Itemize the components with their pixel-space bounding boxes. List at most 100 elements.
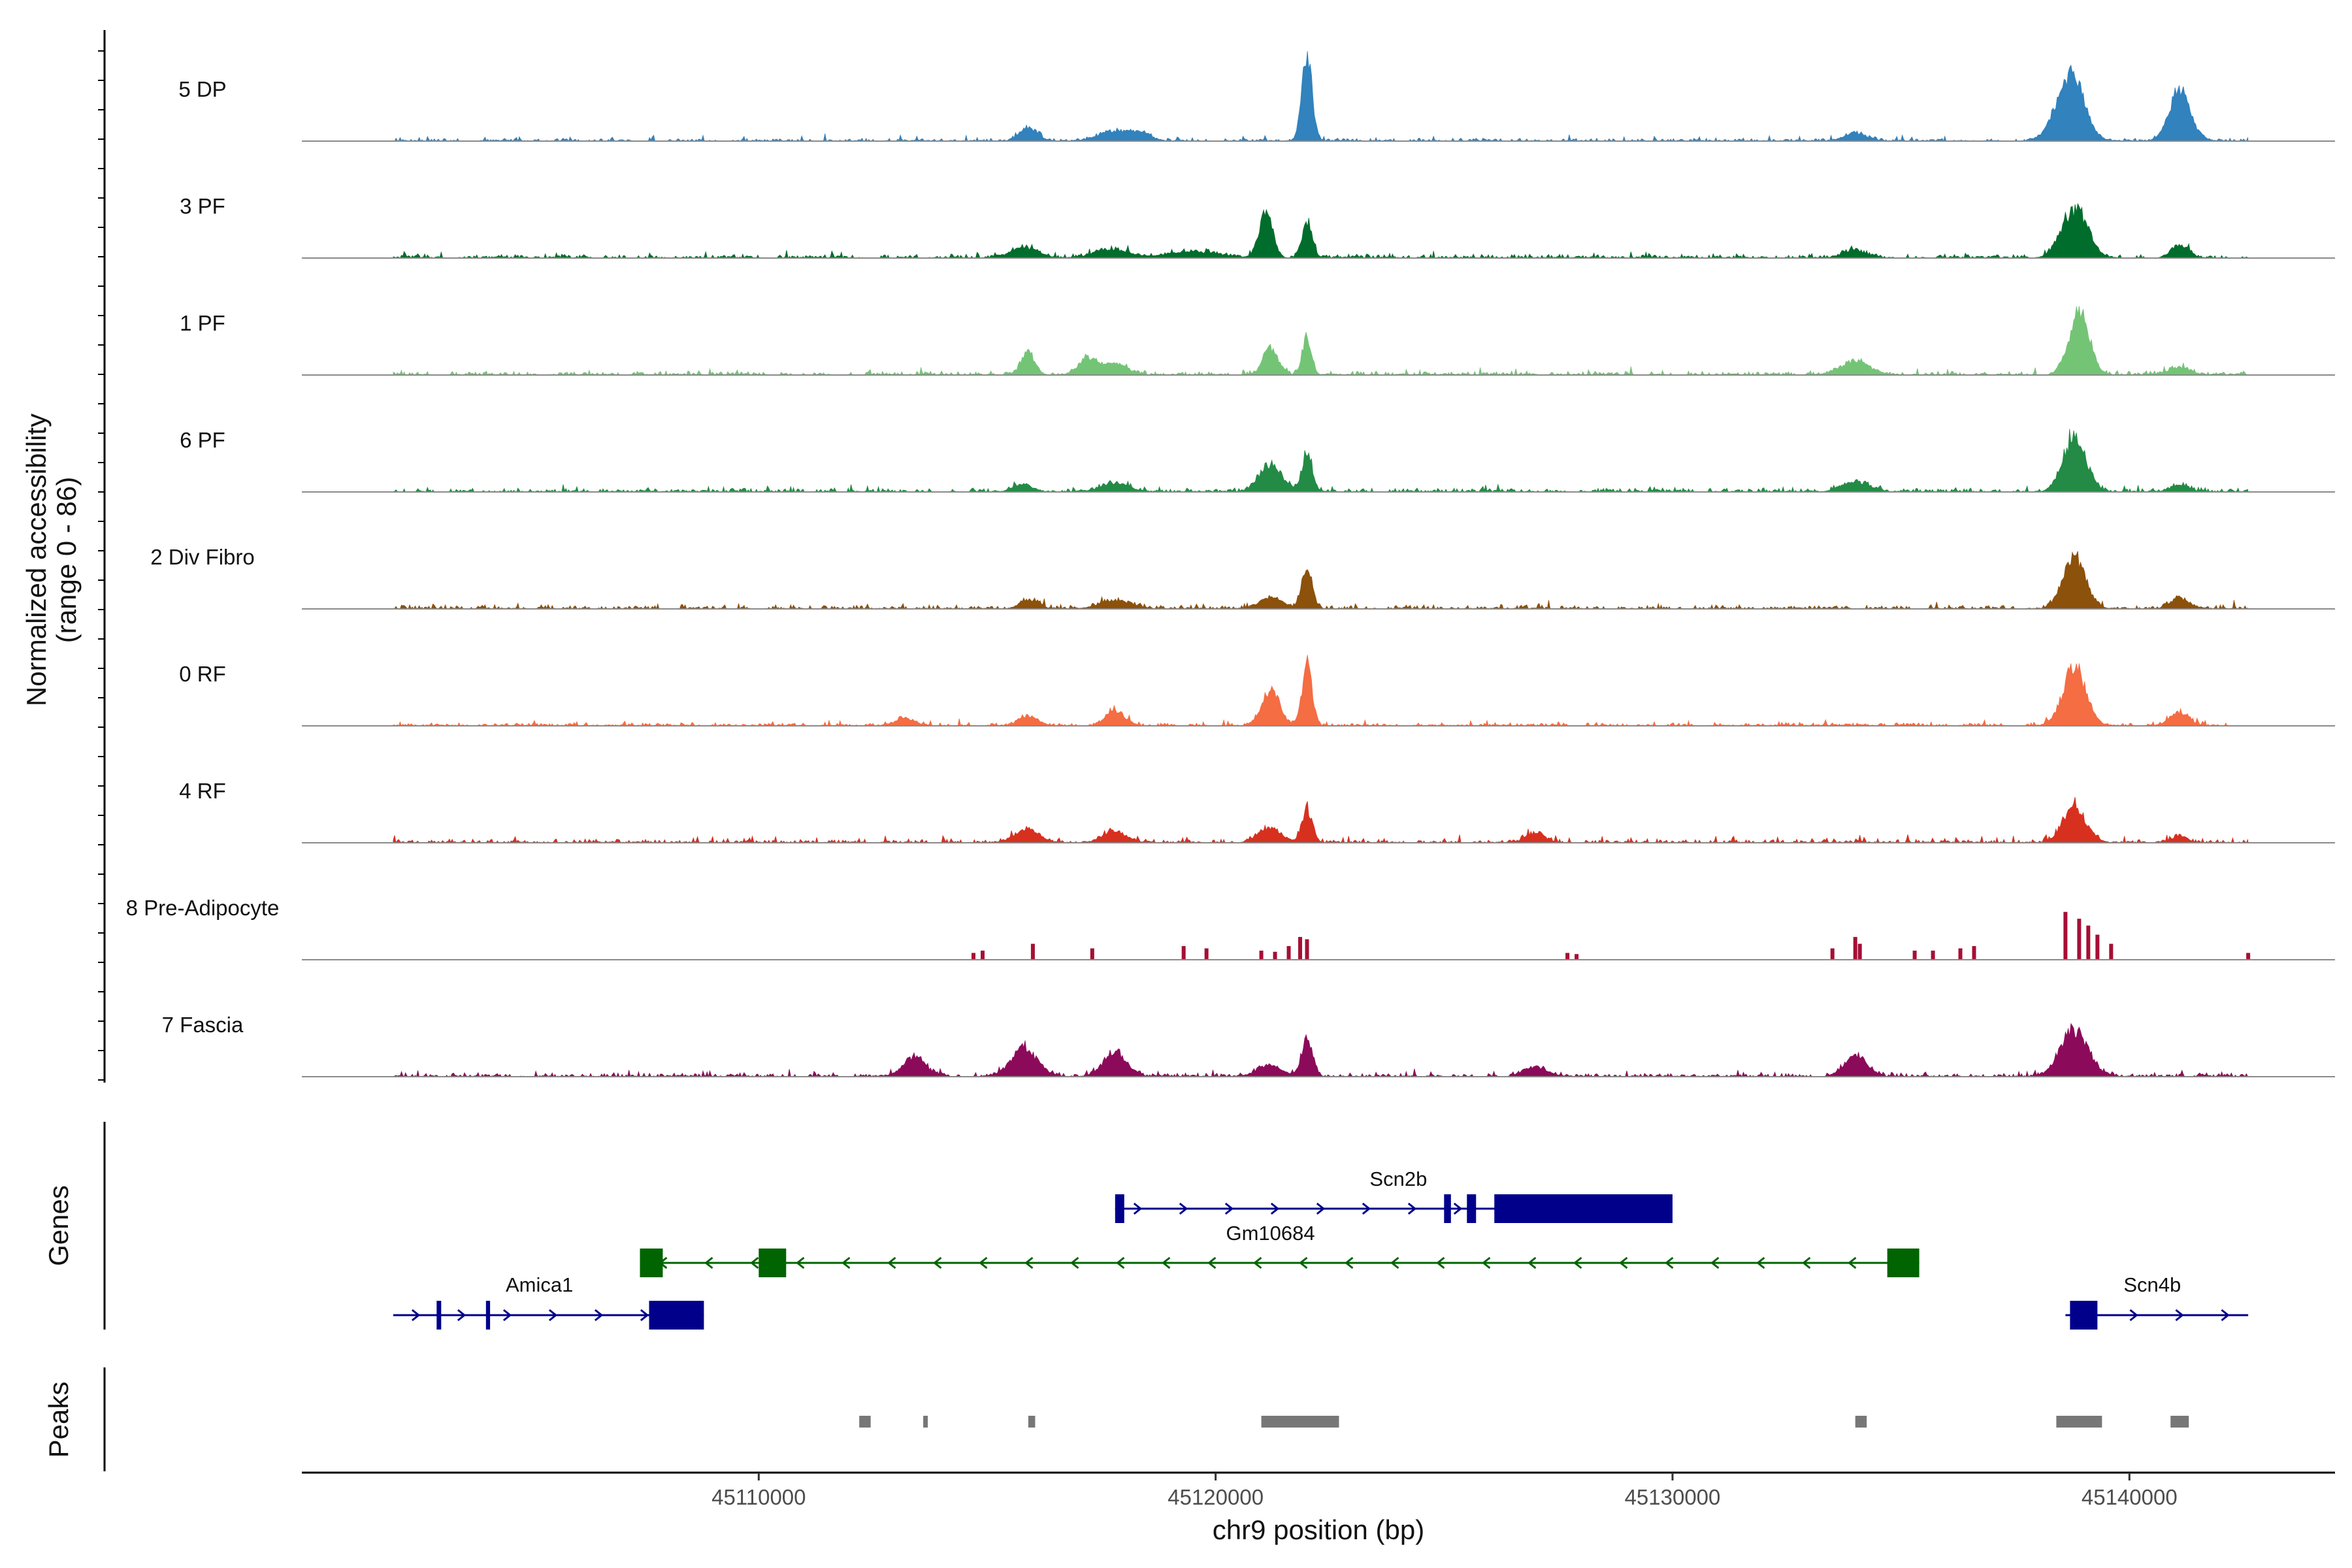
- gene-label: Scn4b: [2123, 1273, 2181, 1296]
- strand-arrow: [1665, 1256, 1674, 1269]
- strand-arrow: [1453, 1202, 1463, 1215]
- strand-arrow: [750, 1256, 759, 1269]
- track-6-pf: 6 PF: [180, 428, 2335, 493]
- coverage-area: [393, 51, 2249, 142]
- gene-exon: [436, 1301, 442, 1330]
- coverage-area: [393, 203, 2249, 259]
- strand-arrow: [1390, 1256, 1399, 1269]
- track-2-div-fibro: 2 Div Fibro: [150, 545, 2335, 610]
- strand-arrow: [1436, 1256, 1445, 1269]
- coverage-spike: [1912, 951, 1917, 960]
- strand-arrow: [1407, 1202, 1417, 1215]
- gene-gm10684: Gm10684: [640, 1222, 1919, 1277]
- strand-arrow: [1270, 1202, 1280, 1215]
- strand-arrow: [1162, 1256, 1171, 1269]
- coverage-spike: [1181, 946, 1186, 960]
- coverage-spike: [2086, 925, 2091, 960]
- coverage-spike: [1853, 937, 1857, 960]
- track-1-pf: 1 PF: [180, 306, 2335, 376]
- gene-exon: [640, 1249, 663, 1277]
- strand-arrow: [1070, 1256, 1079, 1269]
- strand-arrow: [1299, 1256, 1308, 1269]
- track-label: 8 Pre-Adipocyte: [126, 896, 280, 920]
- gene-exon: [485, 1301, 491, 1330]
- strand-arrow: [1133, 1202, 1143, 1215]
- coverage-spike: [2109, 943, 2114, 960]
- strand-arrow: [1710, 1256, 1720, 1269]
- strand-arrow: [1116, 1256, 1125, 1269]
- coverage-spike: [1259, 951, 1264, 960]
- coverage-area: [393, 551, 2249, 610]
- peak-region: [1261, 1416, 1339, 1428]
- coverage-spike: [2063, 911, 2068, 960]
- coverage-spike: [1305, 939, 1309, 960]
- track-4-rf: 4 RF: [179, 779, 2335, 844]
- track-label: 4 RF: [179, 779, 226, 803]
- gene-label: Scn2b: [1369, 1168, 1427, 1190]
- coverage-area: [393, 655, 2249, 727]
- strand-arrow: [640, 1309, 649, 1322]
- coverage-spike: [1972, 946, 1976, 960]
- strand-arrow: [1756, 1256, 1765, 1269]
- gene-exon: [649, 1301, 704, 1330]
- coverage-spike: [1857, 943, 1862, 960]
- strand-arrow: [548, 1309, 558, 1322]
- peak-region: [859, 1416, 871, 1428]
- track-7-fascia: 7 Fascia: [162, 1013, 2335, 1078]
- strand-arrow: [2175, 1309, 2184, 1322]
- y-axis-title-line1: Normalized accessibility: [21, 414, 52, 706]
- track-label: 2 Div Fibro: [150, 545, 255, 569]
- track-label: 7 Fascia: [162, 1013, 244, 1037]
- gene-scn2b: Scn2b: [1115, 1168, 1673, 1223]
- peak-region: [923, 1416, 928, 1428]
- coverage-spike: [2077, 919, 2082, 960]
- strand-arrow: [1179, 1202, 1188, 1215]
- x-tick-label: 45140000: [2082, 1485, 2178, 1509]
- coverage-tracks: 5 DP 3 PF 1 PF 6 PF 2 Div Fibro 0 RF 4 RF 8 Pre…: [126, 51, 2335, 1078]
- x-tick-label: 45130000: [1625, 1485, 1721, 1509]
- strand-arrow: [1362, 1202, 1371, 1215]
- strand-arrow: [1573, 1256, 1582, 1269]
- peaks-panel-label: Peaks: [43, 1382, 74, 1458]
- gene-exon: [1444, 1194, 1451, 1223]
- coverage-spike: [1931, 951, 1935, 960]
- strand-arrow: [1482, 1256, 1491, 1269]
- strand-arrow: [704, 1256, 713, 1269]
- track-5-dp: 5 DP: [178, 51, 2335, 142]
- peak-region: [2056, 1416, 2102, 1428]
- y-axis: [98, 30, 106, 1083]
- track-3-pf: 3 PF: [180, 194, 2335, 259]
- coverage-spike: [972, 953, 976, 960]
- coverage-spike: [1204, 948, 1209, 960]
- coverage-spike: [1030, 943, 1035, 960]
- strand-arrow: [1024, 1256, 1034, 1269]
- strand-arrow: [933, 1256, 942, 1269]
- coverage-spike: [1575, 954, 1579, 960]
- strand-arrow: [457, 1309, 466, 1322]
- x-tick-label: 45120000: [1168, 1485, 1264, 1509]
- peaks-track: [859, 1416, 2189, 1428]
- coverage-spike: [1565, 953, 1570, 960]
- gene-amica1: Amica1: [393, 1273, 704, 1330]
- track-label: 3 PF: [180, 194, 225, 218]
- strand-arrow: [411, 1309, 421, 1322]
- strand-arrow: [1316, 1202, 1326, 1215]
- strand-arrow: [2129, 1309, 2138, 1322]
- track-label: 1 PF: [180, 311, 225, 335]
- track-0-rf: 0 RF: [179, 655, 2335, 727]
- strand-arrow: [2221, 1309, 2230, 1322]
- peak-region: [2170, 1416, 2189, 1428]
- coverage-spike: [1830, 948, 1835, 960]
- gene-exon: [2070, 1301, 2098, 1330]
- peak-region: [1028, 1416, 1036, 1428]
- coverage-area: [393, 306, 2249, 376]
- x-axis-ticks: 45110000 45120000 45130000 45140000: [711, 1473, 2178, 1509]
- coverage-spike: [1090, 948, 1094, 960]
- coverage-spike: [1273, 951, 1277, 960]
- coverage-area: [392, 429, 2249, 493]
- gene-exon: [1887, 1249, 1919, 1277]
- genes-panel-label: Genes: [43, 1185, 74, 1266]
- gene-exon: [1494, 1194, 1673, 1223]
- strand-arrow: [1848, 1256, 1857, 1269]
